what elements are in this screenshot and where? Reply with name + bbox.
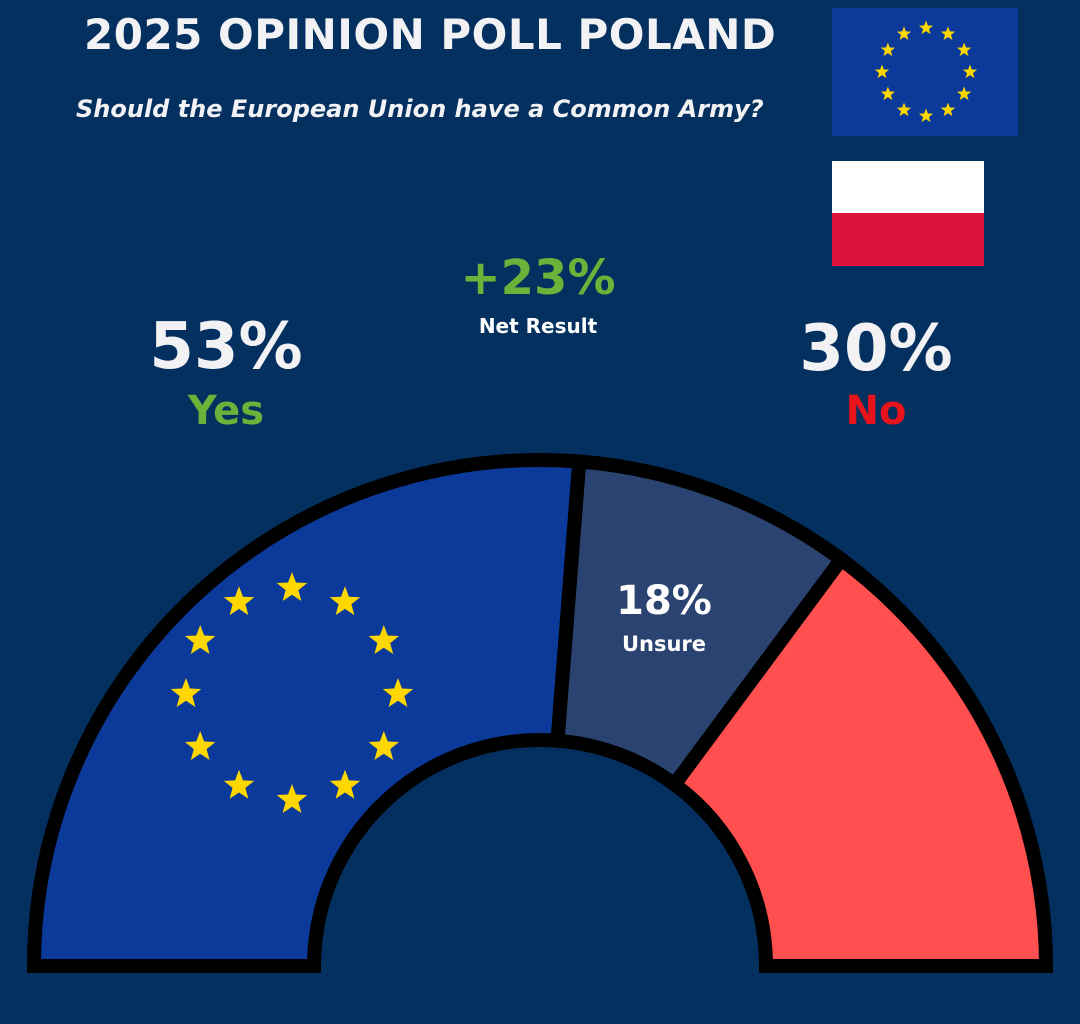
eu-flag-star (956, 86, 972, 101)
eu-flag-star (940, 102, 956, 117)
net-result-label: Net Result (478, 314, 598, 338)
yes-percentage: 53% (149, 310, 303, 384)
net-result-value: +23% (460, 250, 616, 306)
no-label: No (845, 388, 907, 434)
yes-segment-star (223, 586, 255, 616)
unsure-percentage: 18% (616, 578, 712, 624)
segment-unsure (550, 454, 852, 795)
segment-no (664, 549, 1054, 973)
unsure-label: Unsure (621, 632, 707, 656)
eu-flag-star (918, 20, 934, 35)
eu-flag-icon (832, 8, 1018, 136)
yes-label: Yes (187, 388, 265, 434)
yes-segment-star (382, 678, 414, 707)
yes-segment-star (276, 572, 308, 601)
eu-flag-star (880, 86, 896, 101)
no-percentage: 30% (799, 312, 953, 386)
yes-segment-star (329, 586, 361, 616)
eu-flag-star (874, 64, 890, 79)
yes-segment-star (223, 769, 255, 799)
eu-flag-star (962, 64, 978, 79)
poland-flag-icon (832, 161, 984, 266)
segment-yes (26, 453, 587, 973)
poll-question: Should the European Union have a Common … (76, 95, 764, 123)
yes-segment-star (170, 678, 202, 707)
yes-segment-star (276, 784, 308, 813)
eu-flag-star (896, 102, 912, 117)
eu-flag-star (940, 26, 956, 40)
eu-flag-star (956, 42, 972, 57)
yes-segment-star (184, 731, 216, 760)
eu-flag-star (896, 26, 912, 40)
page-title: 2025 OPINION POLL POLAND (84, 10, 777, 59)
eu-flag-star (918, 108, 934, 123)
yes-segment-star (184, 625, 216, 654)
yes-segment-star (329, 769, 361, 799)
yes-segment-star (368, 625, 400, 654)
eu-flag-star (880, 42, 896, 57)
yes-segment-star (368, 731, 400, 760)
